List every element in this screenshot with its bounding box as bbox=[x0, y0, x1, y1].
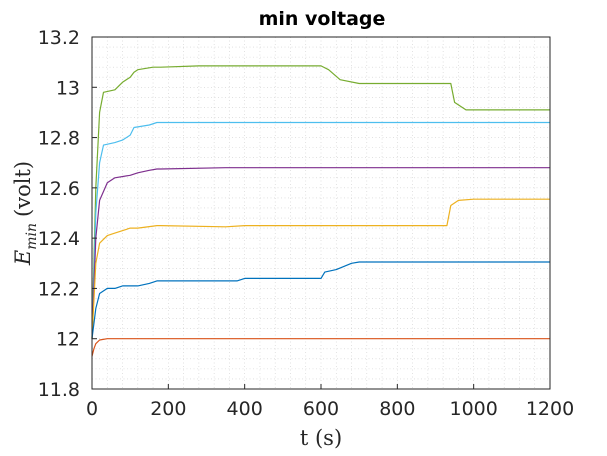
y-axis-label-sub: min bbox=[24, 223, 40, 250]
y-tick-label: 12 bbox=[56, 329, 80, 351]
x-tick-label: 200 bbox=[150, 398, 186, 420]
y-tick-label: 13.2 bbox=[38, 27, 80, 49]
y-tick-label: 12.8 bbox=[38, 128, 80, 150]
x-axis-label: t (s) bbox=[300, 426, 342, 450]
y-axis-label: Emin (volt) bbox=[11, 161, 40, 266]
x-tick-label: 600 bbox=[303, 398, 339, 420]
series-line-3 bbox=[91, 167, 550, 339]
series-line-5 bbox=[91, 261, 550, 339]
x-tick-label: 0 bbox=[86, 398, 98, 420]
series-line-1 bbox=[91, 65, 550, 339]
y-tick-label: 13 bbox=[56, 77, 80, 99]
y-axis-label-unit: (volt) bbox=[11, 161, 35, 217]
ticks: 0 200 400 600 800 1000 1200 11.8 12 12.2 12.4 12.6 1… bbox=[38, 27, 574, 420]
y-tick-label: 12.4 bbox=[38, 228, 80, 250]
x-tick-label: 1000 bbox=[449, 398, 497, 420]
y-tick-label: 12.6 bbox=[38, 178, 80, 200]
series-layer bbox=[91, 65, 550, 357]
x-tick-label: 1200 bbox=[526, 398, 574, 420]
y-tick-label: 11.8 bbox=[38, 379, 80, 401]
series-line-2 bbox=[91, 121, 550, 339]
chart-title: min voltage bbox=[259, 8, 386, 30]
y-axis-label-main: E bbox=[11, 250, 35, 266]
series-line-4 bbox=[91, 198, 550, 339]
y-tick-label: 12.2 bbox=[38, 278, 80, 300]
grid bbox=[91, 36, 551, 390]
x-tick-label: 400 bbox=[227, 398, 263, 420]
series-line-6 bbox=[91, 338, 550, 357]
x-tick-label: 800 bbox=[379, 398, 415, 420]
